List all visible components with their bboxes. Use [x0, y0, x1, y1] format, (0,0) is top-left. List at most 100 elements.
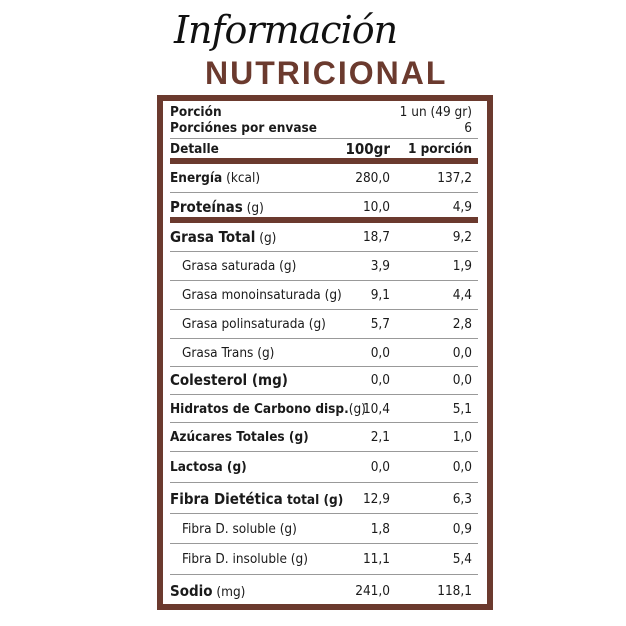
- nutrient-label: Sodio (mg): [170, 581, 245, 602]
- title-heading: NUTRICIONAL: [205, 55, 448, 91]
- nutrient-row: Grasa Total (g) 18,7 9,2: [170, 227, 476, 247]
- value-per-100g: 3,9: [370, 258, 390, 274]
- value-per-100g: 0,0: [370, 372, 390, 388]
- nutrient-row: Proteínas (g) 10,0 4,9: [170, 197, 476, 217]
- nutrient-label: Grasa saturada (g): [182, 256, 296, 276]
- value-per-100g: 1,8: [370, 521, 390, 537]
- nutrient-unit: (kcal): [222, 170, 261, 186]
- value-per-100g: 10,0: [362, 199, 390, 215]
- porciones-label: Porciónes por envase: [170, 120, 318, 136]
- value-per-100g: 10,4: [362, 401, 390, 417]
- value-per-portion: 0,0: [452, 372, 472, 388]
- value-per-100g: 18,7: [362, 229, 390, 245]
- thick-divider: [170, 217, 478, 223]
- porcion-label: Porción: [170, 104, 222, 120]
- nutrient-label: Colesterol (mg): [170, 370, 288, 391]
- column-header-row: Detalle 100gr 1 porción: [170, 139, 476, 159]
- nutrient-label: Fibra Dietética total (g): [170, 489, 343, 510]
- nutrient-unit: total (g): [282, 492, 344, 508]
- porcion-value: 1 un (49 gr): [399, 104, 472, 120]
- nutrient-label: Proteínas (g): [170, 197, 264, 218]
- nutrient-row: Grasa saturada (g) 3,9 1,9: [170, 256, 476, 276]
- nutrient-name: Energía: [170, 170, 223, 186]
- nutrient-label: Fibra D. soluble (g): [182, 519, 297, 539]
- nutrient-unit: (g): [255, 230, 277, 246]
- nutrient-label: Grasa polinsaturada (g): [182, 314, 326, 334]
- porciones-value: 6: [464, 120, 472, 136]
- servings-row: Porciónes por envase 6: [170, 118, 476, 138]
- nutrient-row: Hidratos de Carbono disp.(g) 10,4 5,1: [170, 399, 476, 419]
- divider: [170, 138, 478, 139]
- divider: [170, 451, 478, 452]
- perportion-header: 1 porción: [407, 141, 472, 157]
- divider: [170, 308, 478, 310]
- value-per-portion: 4,4: [452, 287, 472, 303]
- value-per-portion: 1,0: [452, 429, 472, 445]
- value-per-100g: 241,0: [355, 583, 390, 599]
- value-per-100g: 0,0: [370, 345, 390, 361]
- nutrient-name: Grasa saturada (g): [182, 258, 297, 274]
- nutrient-name: Fibra D. soluble (g): [182, 521, 297, 537]
- nutrient-row: Sodio (mg) 241,0 118,1: [170, 581, 476, 601]
- per100-header: 100gr: [345, 140, 391, 158]
- serving-size-row: Porción 1 un (49 gr): [170, 102, 476, 122]
- nutrient-name: Lactosa (g): [170, 459, 247, 475]
- value-per-100g: 0,0: [370, 459, 390, 475]
- value-per-100g: 2,1: [370, 429, 390, 445]
- nutrient-name: Grasa Total: [170, 228, 256, 246]
- detail-header: Detalle: [170, 141, 219, 157]
- thick-divider: [170, 158, 478, 164]
- divider: [170, 191, 478, 193]
- value-per-portion: 0,9: [452, 521, 472, 537]
- nutrient-row: Grasa polinsaturada (g) 5,7 2,8: [170, 314, 476, 334]
- nutrient-name: Grasa polinsaturada (g): [182, 316, 326, 332]
- nutrient-label: Grasa monoinsaturada (g): [182, 285, 342, 305]
- nutrient-name: Proteínas: [170, 198, 243, 216]
- value-per-portion: 137,2: [437, 170, 472, 186]
- divider: [170, 513, 478, 514]
- value-per-portion: 0,0: [452, 345, 472, 361]
- divider: [170, 250, 478, 252]
- nutrient-row: Lactosa (g) 0,0 0,0: [170, 457, 476, 477]
- script-heading: Información: [174, 8, 398, 52]
- nutrient-row: Grasa Trans (g) 0,0 0,0: [170, 343, 476, 363]
- nutrient-label: Lactosa (g): [170, 457, 247, 477]
- value-per-portion: 4,9: [452, 199, 472, 215]
- value-per-portion: 2,8: [452, 316, 472, 332]
- nutrient-label: Azúcares Totales (g): [170, 427, 309, 447]
- nutrient-name: Azúcares Totales (g): [170, 429, 309, 445]
- nutrient-name: Grasa Trans (g): [182, 345, 275, 361]
- nutrient-row: Energía (kcal) 280,0 137,2: [170, 168, 476, 188]
- divider: [170, 393, 478, 395]
- nutrient-row: Grasa monoinsaturada (g) 9,1 4,4: [170, 285, 476, 305]
- nutrient-label: Grasa Trans (g): [182, 343, 274, 363]
- divider: [170, 365, 478, 367]
- value-per-portion: 6,3: [452, 491, 472, 507]
- divider: [170, 574, 478, 575]
- value-per-100g: 280,0: [355, 170, 390, 186]
- nutrient-name: Sodio: [170, 582, 213, 600]
- nutrient-name: Fibra D. insoluble (g): [182, 551, 308, 567]
- nutrient-label: Fibra D. insoluble (g): [182, 549, 308, 569]
- nutrient-unit: (g): [348, 401, 366, 417]
- value-per-100g: 11,1: [362, 551, 390, 567]
- nutrient-label: Energía (kcal): [170, 168, 260, 188]
- value-per-portion: 0,0: [452, 459, 472, 475]
- value-per-portion: 9,2: [452, 229, 472, 245]
- divider: [170, 279, 478, 281]
- nutrient-name: Grasa monoinsaturada (g): [182, 287, 342, 303]
- nutrient-name: Hidratos de Carbono disp.: [170, 401, 349, 417]
- nutrient-row: Fibra D. insoluble (g) 11,1 5,4: [170, 549, 476, 569]
- value-per-100g: 9,1: [370, 287, 390, 303]
- nutrient-unit: (g): [242, 200, 264, 216]
- divider: [170, 482, 478, 483]
- nutrient-row: Fibra D. soluble (g) 1,8 0,9: [170, 519, 476, 539]
- divider: [170, 337, 478, 339]
- label-frame: [157, 95, 493, 610]
- value-per-100g: 5,7: [370, 316, 390, 332]
- value-per-100g: 12,9: [362, 491, 390, 507]
- value-per-portion: 1,9: [452, 258, 472, 274]
- nutrient-row: Fibra Dietética total (g) 12,9 6,3: [170, 489, 476, 509]
- value-per-portion: 118,1: [437, 583, 472, 599]
- nutrient-label: Hidratos de Carbono disp.(g): [170, 399, 366, 419]
